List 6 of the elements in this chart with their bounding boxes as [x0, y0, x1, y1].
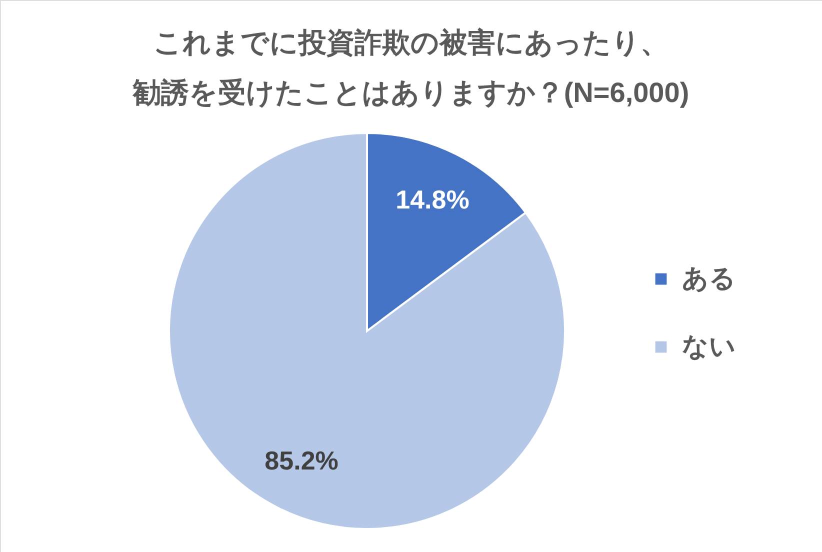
data-label: 85.2%	[264, 446, 338, 476]
pie-slice	[168, 132, 566, 530]
chart-title: これまでに投資詐欺の被害にあったり、勧誘を受けたことはありますか？(N=6,000)	[132, 27, 690, 108]
legend-label: ある	[682, 263, 736, 293]
data-label: 14.8%	[396, 184, 470, 214]
legend-label: ない	[682, 331, 736, 361]
